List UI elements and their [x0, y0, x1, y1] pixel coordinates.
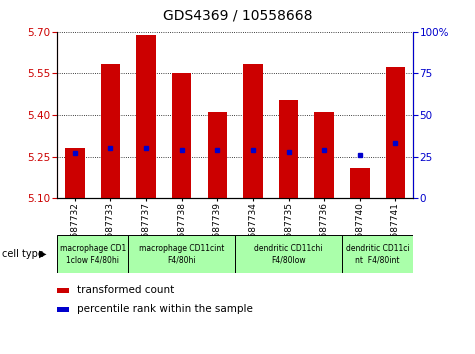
Bar: [57, 235, 128, 273]
Text: GDS4369 / 10558668: GDS4369 / 10558668: [163, 9, 312, 23]
Text: cell type: cell type: [2, 249, 44, 259]
Bar: [57, 307, 69, 312]
Bar: [235, 235, 342, 273]
Bar: [342, 235, 413, 273]
Bar: [136, 35, 156, 198]
Text: macrophage CD1
1clow F4/80hi: macrophage CD1 1clow F4/80hi: [59, 244, 126, 264]
Bar: [57, 288, 69, 293]
Bar: [350, 168, 370, 198]
Text: macrophage CD11cint
F4/80hi: macrophage CD11cint F4/80hi: [139, 244, 224, 264]
Text: transformed count: transformed count: [76, 285, 174, 295]
Bar: [65, 148, 85, 198]
Bar: [128, 235, 235, 273]
Text: dendritic CD11chi
F4/80low: dendritic CD11chi F4/80low: [254, 244, 323, 264]
Text: percentile rank within the sample: percentile rank within the sample: [76, 304, 253, 314]
Bar: [386, 67, 405, 198]
Bar: [314, 112, 334, 198]
Bar: [279, 100, 298, 198]
Bar: [101, 64, 120, 198]
Bar: [243, 64, 263, 198]
Bar: [172, 74, 191, 198]
Text: dendritic CD11ci
nt  F4/80int: dendritic CD11ci nt F4/80int: [346, 244, 409, 264]
Text: ▶: ▶: [39, 249, 47, 259]
Bar: [208, 112, 227, 198]
